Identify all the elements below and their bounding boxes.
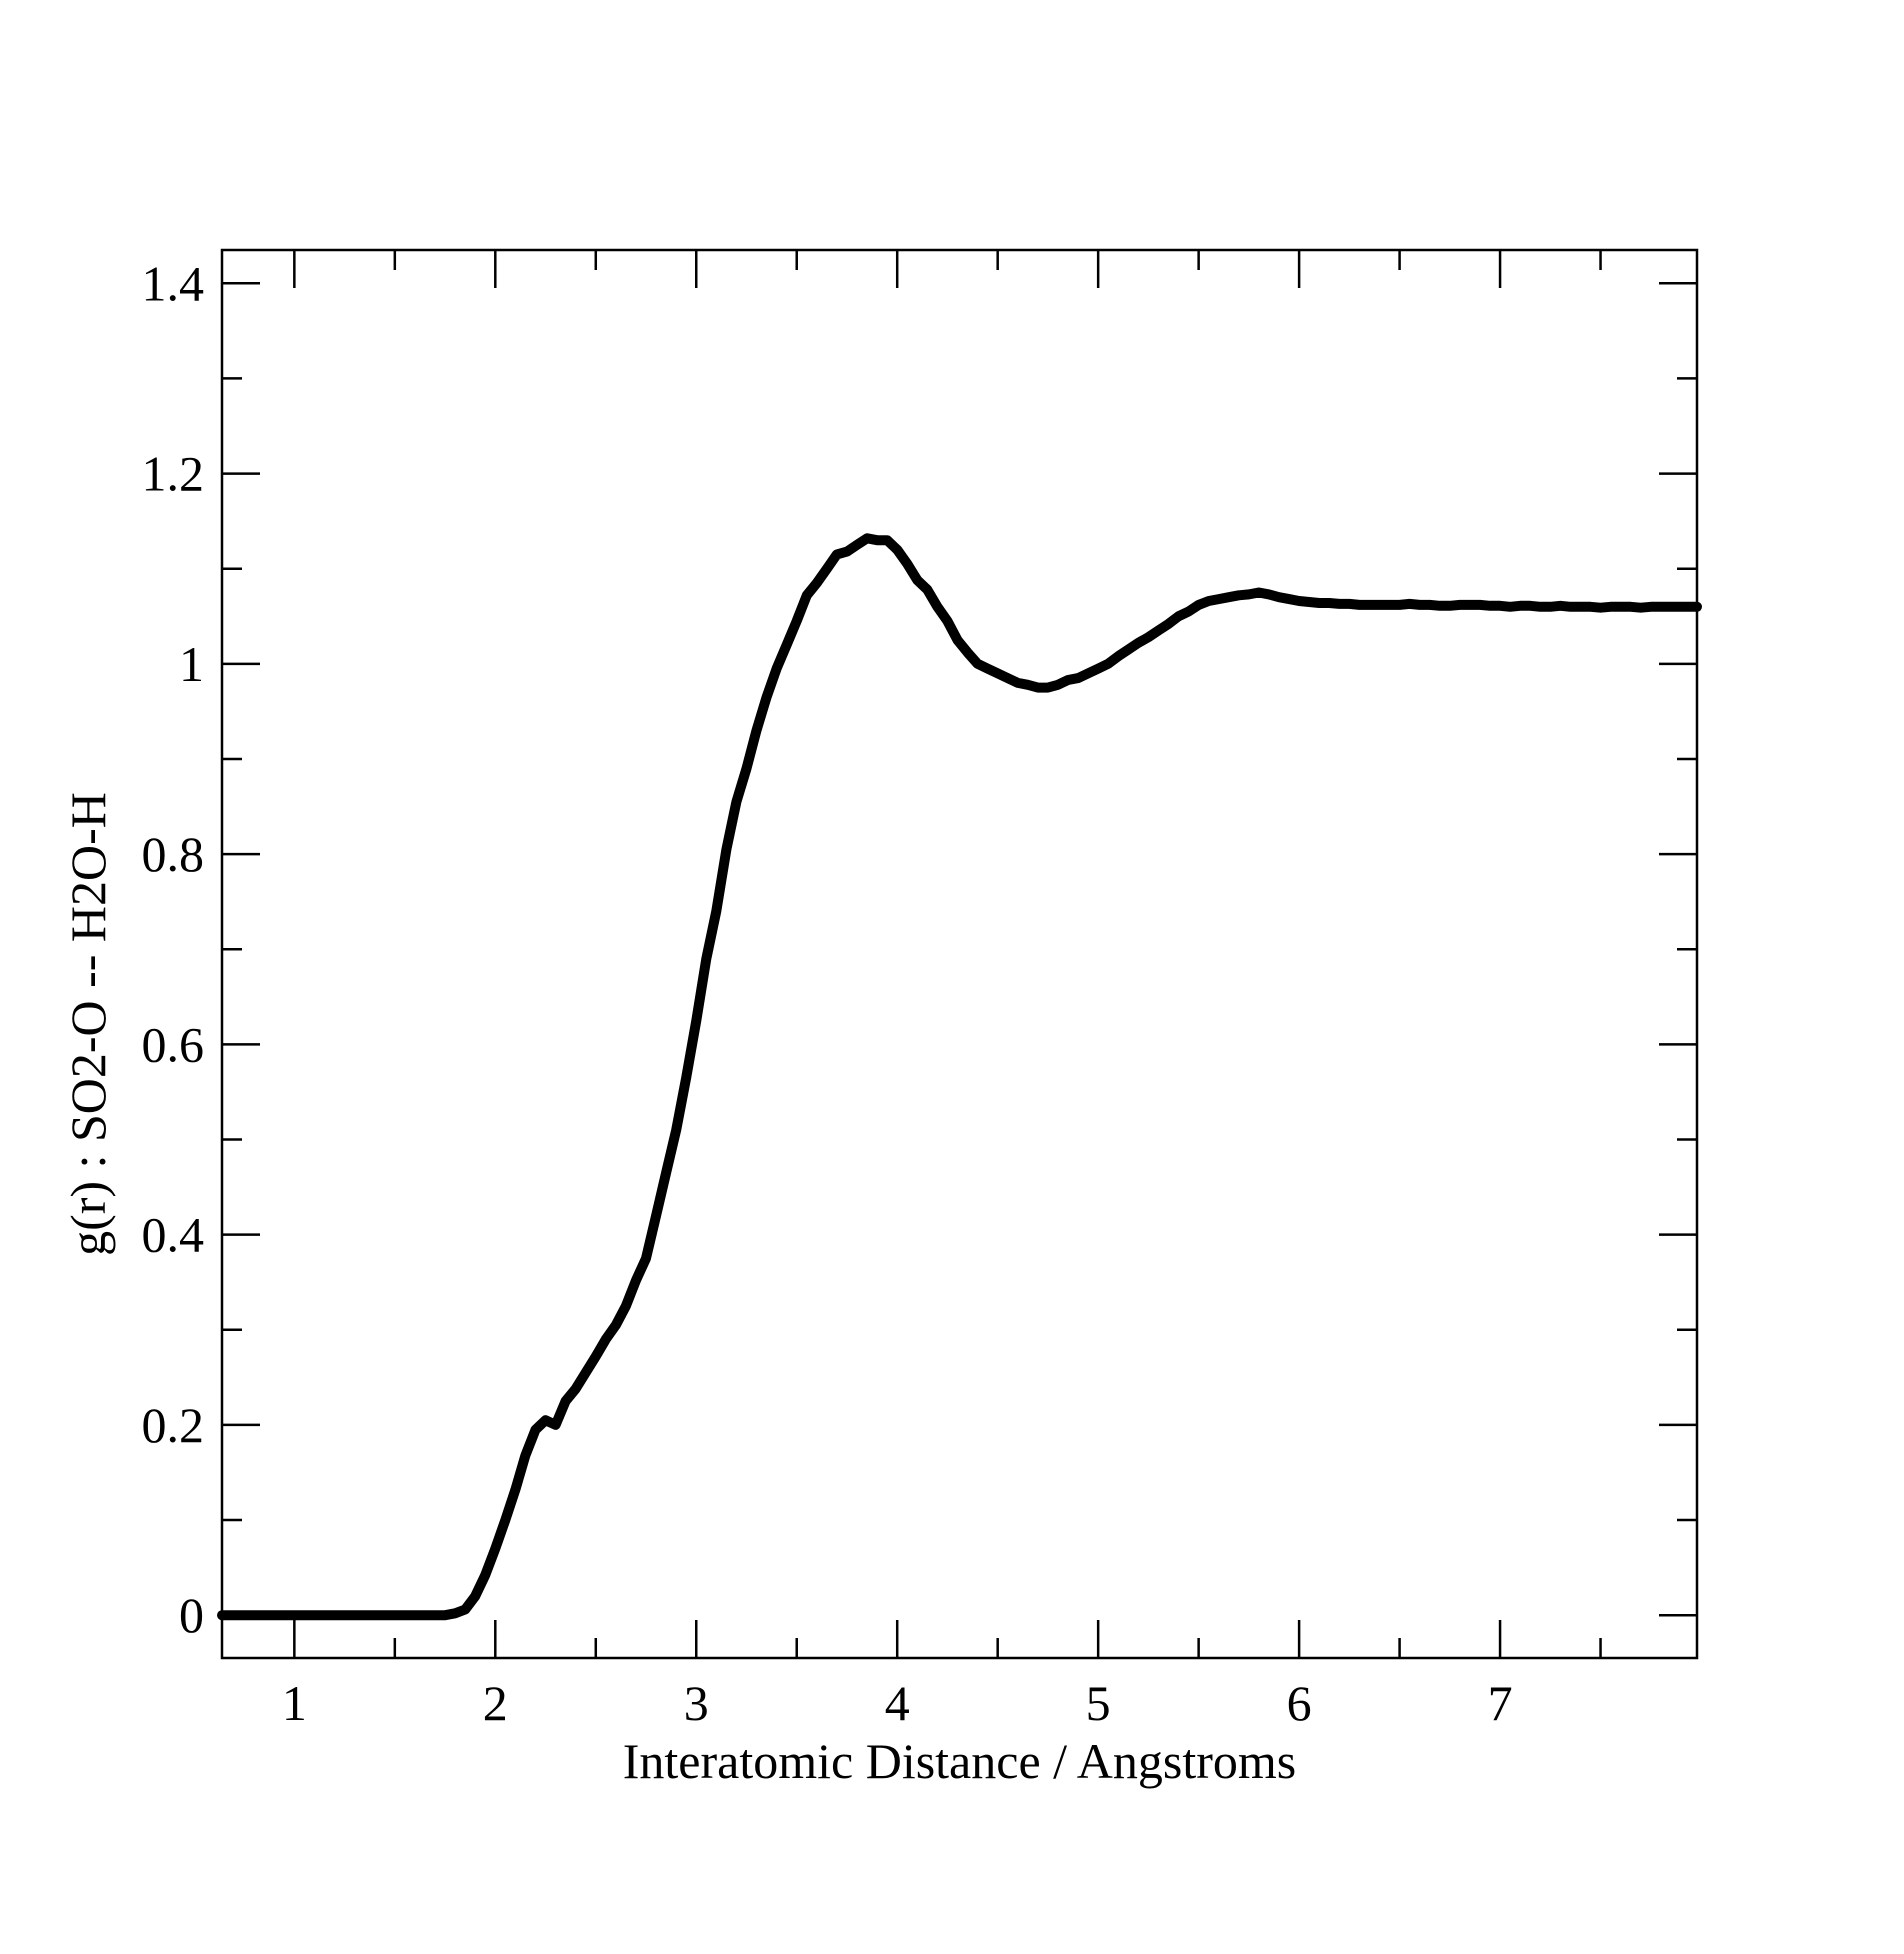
y-tick-label: 0.6 xyxy=(142,1016,205,1072)
y-axis-title: g(r) : SO2-O -- H2O-H xyxy=(60,792,116,1256)
x-tick-label: 6 xyxy=(1287,1675,1312,1731)
x-tick-label: 4 xyxy=(885,1675,910,1731)
x-axis-title: Interatomic Distance / Angstroms xyxy=(623,1733,1296,1789)
x-tick-label: 5 xyxy=(1086,1675,1111,1731)
y-tick-label: 1 xyxy=(179,636,204,692)
x-tick-label: 1 xyxy=(282,1675,307,1731)
axis-ticks xyxy=(222,250,1697,1658)
tick-labels: 1 2 3 4 5 6 7 0 0.2 0.4 0.6 0.8 1 1.2 1.4 xyxy=(142,255,1513,1731)
x-tick-label: 3 xyxy=(684,1675,709,1731)
x-tick-label: 2 xyxy=(483,1675,508,1731)
y-tick-label: 1.4 xyxy=(142,255,205,311)
y-tick-label: 0.8 xyxy=(142,826,205,882)
y-tick-label: 0.2 xyxy=(142,1397,205,1453)
y-tick-label: 1.2 xyxy=(142,446,205,502)
x-tick-label: 7 xyxy=(1488,1675,1513,1731)
y-tick-label: 0.4 xyxy=(142,1207,205,1263)
plot-frame xyxy=(220,248,1699,1660)
series-line xyxy=(217,533,1702,1621)
y-tick-label: 0 xyxy=(179,1587,204,1643)
